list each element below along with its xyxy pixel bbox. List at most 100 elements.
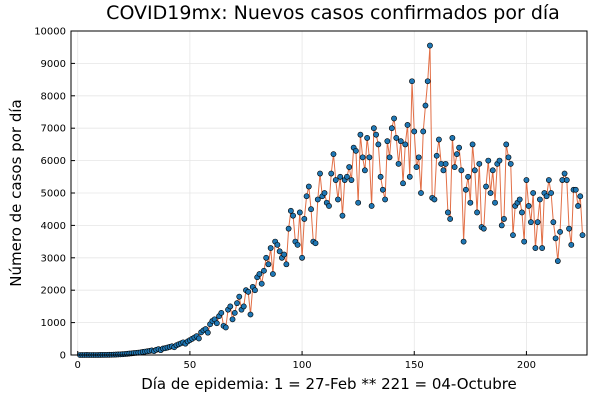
data-point <box>287 207 294 214</box>
data-point <box>485 157 492 164</box>
data-point <box>456 144 463 151</box>
data-point <box>453 151 460 158</box>
data-point <box>382 196 388 203</box>
data-point <box>503 141 510 148</box>
x-tick-label: 0 <box>75 360 81 371</box>
data-point <box>467 199 474 206</box>
data-point <box>386 154 393 161</box>
series-line <box>79 45 584 356</box>
data-point <box>283 261 290 268</box>
y-tick-label: 1000 <box>41 318 66 329</box>
data-point <box>384 138 391 145</box>
data-point <box>370 125 377 132</box>
data-point <box>577 193 584 200</box>
x-tick-label: 150 <box>405 360 424 371</box>
x-tick-label: 200 <box>517 360 536 371</box>
data-point <box>402 141 409 148</box>
data-point <box>413 164 420 170</box>
data-point <box>536 196 543 203</box>
data-point <box>222 324 229 331</box>
data-point <box>523 177 530 183</box>
data-point <box>436 136 442 143</box>
data-point <box>281 251 288 258</box>
data-point <box>480 225 487 232</box>
data-point <box>474 209 480 216</box>
data-point <box>294 241 301 248</box>
data-point <box>308 206 314 213</box>
data-point <box>561 170 568 177</box>
y-tick-label: 3000 <box>41 253 66 264</box>
data-point <box>550 219 557 226</box>
data-point <box>552 235 559 242</box>
x-axis-title: Día de epidemia: 1 = 27-Feb ** 221 = 04-… <box>141 375 517 393</box>
data-point <box>258 280 265 287</box>
data-point <box>568 241 575 248</box>
data-point <box>339 212 346 219</box>
data-point <box>346 164 353 170</box>
data-point <box>545 177 552 183</box>
data-point <box>447 216 454 222</box>
data-point <box>521 238 528 245</box>
data-point <box>361 167 368 174</box>
data-point <box>274 241 281 248</box>
data-point <box>528 219 534 226</box>
data-point <box>563 177 570 183</box>
data-point <box>543 193 550 200</box>
data-point <box>299 254 305 261</box>
data-point <box>539 245 546 251</box>
data-point <box>501 216 507 222</box>
data-point <box>317 170 323 177</box>
data-point <box>240 303 247 310</box>
data-point <box>290 212 296 219</box>
y-tick-label: 5000 <box>41 189 66 200</box>
data-point <box>442 160 449 167</box>
data-point <box>377 173 384 180</box>
data-point <box>449 135 456 141</box>
data-point <box>267 245 274 251</box>
x-tick-label: 50 <box>184 360 197 371</box>
series <box>77 42 586 358</box>
data-point <box>471 167 478 174</box>
data-point <box>489 167 496 174</box>
data-point <box>303 193 310 200</box>
data-point <box>247 311 254 318</box>
data-point <box>460 238 467 245</box>
data-point <box>328 170 335 177</box>
plot-frame <box>70 30 588 356</box>
data-point <box>516 196 523 203</box>
y-tick-label: 8000 <box>41 91 66 102</box>
data-point <box>557 228 563 235</box>
data-point <box>263 254 270 261</box>
data-point <box>252 287 258 294</box>
data-point <box>256 271 263 277</box>
data-point <box>400 180 406 187</box>
data-point <box>579 232 586 239</box>
data-point <box>353 147 359 154</box>
data-point <box>245 288 252 295</box>
data-point <box>462 186 469 193</box>
y-tick-label: 6000 <box>41 156 66 167</box>
data-point <box>476 160 483 167</box>
data-point <box>234 300 240 307</box>
data-point <box>270 271 276 277</box>
data-point <box>391 115 397 122</box>
data-point <box>422 102 429 109</box>
data-point <box>305 183 312 190</box>
data-point <box>218 309 225 316</box>
data-point <box>418 190 424 196</box>
data-point <box>337 173 344 180</box>
data-point <box>301 216 308 222</box>
data-point <box>261 267 267 274</box>
data-point <box>348 177 355 183</box>
data-point <box>364 135 371 141</box>
grid <box>71 30 587 356</box>
data-point <box>395 160 402 167</box>
data-point <box>469 141 476 148</box>
chart-title: COVID19mx: Nuevos casos confirmados por … <box>106 2 560 24</box>
data-point <box>496 157 503 164</box>
data-point <box>415 154 422 161</box>
data-point <box>368 203 375 209</box>
data-point <box>265 261 272 268</box>
